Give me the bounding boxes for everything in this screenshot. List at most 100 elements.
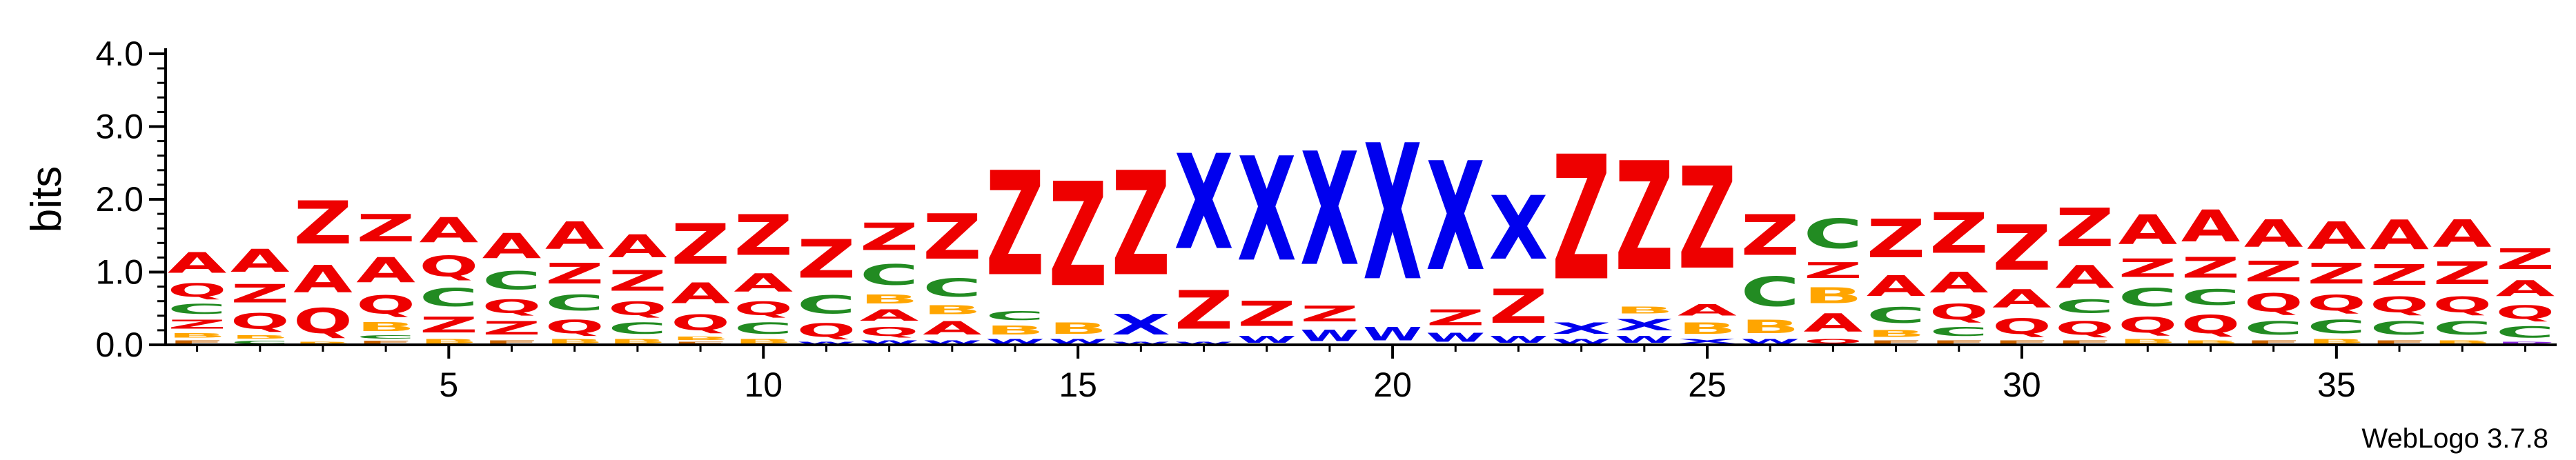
logo-letter-a: A [860, 306, 919, 324]
logo-letter-b: B [1867, 328, 1926, 339]
logo-letter-f: F [1929, 339, 1989, 345]
logo-letter-x: X [1111, 308, 1170, 341]
logo-letter-z: Z [1804, 258, 1863, 283]
logo-letter-c: C [2181, 285, 2241, 310]
logo-letter-z: Z [1552, 120, 1611, 319]
logo-letter-q: Q [608, 298, 667, 320]
logo-letter-q: Q [293, 301, 353, 341]
logo-letter-c: C [1929, 324, 1989, 339]
logo-letter-w: W [1300, 327, 1359, 345]
logo-letter-q: Q [860, 325, 919, 339]
logo-letter-z: Z [923, 201, 982, 274]
logo-letter-z: Z [797, 229, 856, 290]
logo-letter-a: A [1992, 285, 2052, 314]
logo-letter-w: W [1489, 334, 1548, 345]
logo-letter-f: F [671, 341, 730, 345]
logo-letter-a: A [608, 229, 667, 265]
logo-letter-q: Q [168, 279, 227, 301]
logo-letter-q: Q [2432, 292, 2492, 317]
logo-letter-w: W [1615, 334, 1674, 345]
logo-letter-w: W [1740, 338, 1800, 345]
logo-letter-a: A [1929, 266, 1989, 299]
x-tick-label: 10 [744, 366, 783, 404]
logo-letter-f: F [482, 339, 542, 345]
logo-letter-c: C [356, 334, 415, 339]
logo-letter-z: Z [1237, 294, 1297, 334]
logo-letter-f: F [1992, 339, 2052, 345]
y-tick-label: 4.0 [95, 34, 144, 73]
logo-letter-c: C [734, 319, 793, 337]
logo-letter-w: W [1111, 341, 1170, 345]
logo-letter-z: Z [1992, 212, 2052, 285]
logo-letter-w: W [923, 339, 982, 345]
logo-letter-b: B [356, 319, 415, 334]
logo-letter-b: B [2181, 339, 2241, 345]
logo-letter-z: Z [2307, 257, 2366, 290]
logo-letter-z: Z [608, 265, 667, 297]
logo-letter-b: B [1740, 316, 1800, 337]
logo-letter-z: Z [2055, 198, 2114, 259]
y-tick-label: 1.0 [95, 253, 144, 292]
logo-letter-b: B [2432, 339, 2492, 345]
logo-letter-q: Q [2181, 310, 2241, 339]
logo-letter-a: A [419, 210, 478, 250]
logo-letter-b: B [860, 292, 919, 306]
logo-letter-c: C [2370, 317, 2429, 339]
logo-letter-c: C [419, 283, 478, 312]
logo-letter-a: A [1678, 301, 1737, 319]
axes: 0.0 1.0 2.0 3.0 4.0 5 10 15 20 25 30 35 [95, 34, 2557, 404]
logo-letter-q: Q [482, 295, 542, 317]
logo-letter-a: A [2055, 259, 2114, 295]
logo-letter-b: B [734, 337, 793, 345]
logo-letter-c: C [482, 267, 542, 296]
logo-letter-z: Z [985, 141, 1045, 308]
logo-letter-a: A [1804, 309, 1863, 338]
logo-letter-w: W [1552, 338, 1611, 345]
logo-letter-f: F [2370, 339, 2429, 345]
logo-letter-q: Q [419, 251, 478, 283]
logo-letter-w: W [1426, 330, 1485, 345]
logo-letter-a: A [734, 269, 793, 298]
logo-letter-b: B [293, 341, 353, 345]
letter-stacks: FBZCQACBQZABQAZFCBQAZBZCQAFZQCABQCZABCQZ… [168, 105, 2555, 345]
logo-letter-c: C [985, 308, 1045, 323]
logo-letter-a: A [2370, 212, 2429, 259]
logo-letter-c: C [2496, 323, 2555, 341]
logo-letter-z: Z [1867, 209, 1926, 270]
logo-letter-z: Z [2370, 259, 2429, 292]
logo-letter-a: A [230, 243, 290, 279]
logo-letter-w: W [1174, 341, 1234, 345]
logo-letter-z: Z [734, 203, 793, 268]
logo-letter-a: A [2496, 276, 2555, 301]
logo-letter-a: A [168, 247, 227, 279]
logo-letter-z: Z [2118, 254, 2177, 283]
logo-letter-z: Z [482, 317, 542, 339]
logo-letter-q: Q [2496, 301, 2555, 323]
logo-letter-z: Z [293, 189, 353, 258]
logo-letter-c: C [608, 319, 667, 337]
logo-letter-b: B [2307, 337, 2366, 345]
logo-letter-b: B [230, 334, 290, 339]
y-tick-label: 3.0 [95, 108, 144, 146]
logo-letter-z: Z [1300, 301, 1359, 326]
y-tick-label: 0.0 [95, 326, 144, 364]
logo-letter-q: Q [2244, 288, 2303, 317]
logo-letter-a: A [1867, 270, 1926, 303]
logo-letter-c: C [168, 301, 227, 317]
logo-letter-a: A [2244, 212, 2303, 255]
x-tick-label: 25 [1688, 366, 1727, 404]
logo-letter-q: Q [671, 310, 730, 336]
logo-letter-w: W [1237, 334, 1297, 345]
logo-letter-q: Q [2055, 317, 2114, 339]
logo-letter-z: Z [1111, 141, 1170, 308]
x-tick-label: 35 [2317, 366, 2356, 404]
logo-letter-b: B [419, 337, 478, 345]
logo-letter-f: F [2055, 339, 2114, 345]
logo-letter-x: X [1174, 127, 1234, 279]
logo-letter-x: X [1489, 179, 1548, 279]
logo-letter-c: C [2118, 283, 2177, 312]
x-tick-label: 5 [439, 366, 458, 404]
logo-letter-f: F [356, 340, 415, 345]
logo-letter-x: X [1426, 130, 1485, 305]
